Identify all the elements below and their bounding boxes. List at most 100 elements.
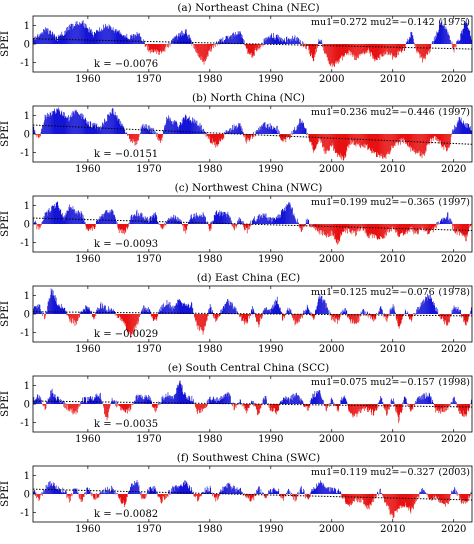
positive-bar: [73, 111, 74, 134]
positive-bar: [39, 35, 40, 44]
positive-bar: [318, 392, 319, 404]
positive-bar: [128, 222, 130, 224]
negative-bar: [386, 314, 388, 322]
positive-bar: [298, 37, 299, 44]
negative-bar: [413, 404, 414, 405]
positive-bar: [239, 399, 241, 404]
negative-bar: [416, 44, 417, 51]
positive-bar: [323, 400, 324, 404]
positive-bar: [167, 304, 169, 314]
negative-bar: [368, 404, 370, 413]
negative-bar: [304, 44, 305, 47]
positive-bar: [200, 216, 202, 224]
positive-bar: [143, 127, 144, 134]
positive-bar: [266, 37, 268, 44]
negative-bar: [159, 224, 161, 225]
positive-bar: [180, 36, 182, 44]
positive-bar: [192, 42, 193, 44]
positive-bar: [229, 128, 231, 134]
positive-bar: [315, 396, 317, 404]
positive-bar: [317, 302, 319, 314]
positive-bar: [38, 397, 40, 404]
negative-bar: [400, 314, 402, 324]
negative-bar: [118, 224, 120, 230]
positive-bar: [416, 399, 418, 404]
positive-bar: [190, 307, 192, 314]
negative-bar: [375, 44, 377, 61]
positive-bar: [444, 28, 446, 44]
positive-bar: [71, 207, 72, 224]
negative-bar: [69, 404, 71, 412]
positive-bar: [54, 394, 55, 404]
negative-bar: [334, 314, 336, 323]
positive-bar: [55, 114, 57, 134]
positive-bar: [134, 35, 136, 44]
positive-bar: [277, 37, 279, 44]
positive-bar: [172, 310, 173, 314]
positive-bar: [271, 307, 272, 314]
positive-bar: [457, 120, 459, 134]
positive-bar: [382, 313, 384, 314]
positive-bar: [152, 127, 154, 134]
negative-bar: [130, 314, 132, 337]
positive-bar: [132, 486, 134, 494]
positive-bar: [185, 482, 187, 494]
positive-bar: [125, 132, 127, 134]
positive-bar: [470, 399, 472, 404]
negative-bar: [74, 404, 76, 412]
positive-bar: [220, 211, 222, 224]
positive-bar: [216, 43, 218, 44]
negative-bar: [244, 44, 246, 45]
positive-bar: [225, 130, 227, 134]
positive-bar: [429, 393, 430, 404]
negative-bar: [352, 134, 354, 142]
negative-bar: [424, 224, 425, 229]
negative-bar: [117, 224, 119, 229]
negative-bar: [335, 44, 337, 64]
positive-bar: [97, 397, 98, 404]
positive-bar: [100, 392, 101, 404]
positive-bar: [111, 308, 112, 314]
negative-bar: [259, 314, 261, 322]
negative-bar: [195, 404, 197, 408]
negative-bar: [255, 44, 256, 51]
positive-bar: [34, 39, 35, 44]
spei-bars: [33, 380, 473, 424]
negative-bar: [339, 134, 341, 157]
positive-bar: [184, 483, 186, 494]
negative-bar: [371, 404, 373, 415]
positive-bar: [222, 37, 224, 44]
negative-bar: [349, 404, 350, 412]
negative-bar: [286, 134, 288, 138]
negative-bar: [43, 404, 44, 407]
negative-bar: [364, 44, 366, 54]
positive-bar: [61, 213, 63, 224]
positive-bar: [180, 484, 182, 494]
positive-bar: [283, 40, 285, 44]
negative-bar: [378, 224, 380, 239]
negative-bar: [247, 44, 249, 54]
positive-bar: [271, 128, 273, 134]
positive-bar: [341, 400, 343, 404]
negative-bar: [358, 314, 359, 323]
positive-bar: [273, 37, 275, 44]
positive-bar: [270, 309, 271, 314]
positive-bar: [285, 42, 287, 44]
negative-bar: [246, 314, 248, 324]
positive-bar: [456, 127, 457, 134]
positive-bar: [228, 39, 230, 44]
positive-bar: [223, 211, 225, 224]
negative-bar: [381, 44, 383, 54]
positive-bar: [55, 399, 57, 404]
positive-bar: [70, 24, 72, 44]
positive-bar: [35, 36, 37, 44]
negative-bar: [323, 134, 324, 147]
positive-bar: [265, 37, 267, 44]
negative-bar: [232, 404, 233, 407]
positive-bar: [185, 31, 187, 44]
positive-bar: [115, 115, 116, 134]
negative-bar: [381, 224, 383, 238]
negative-bar: [322, 134, 323, 148]
positive-bar: [276, 492, 278, 494]
positive-bar: [59, 307, 61, 314]
